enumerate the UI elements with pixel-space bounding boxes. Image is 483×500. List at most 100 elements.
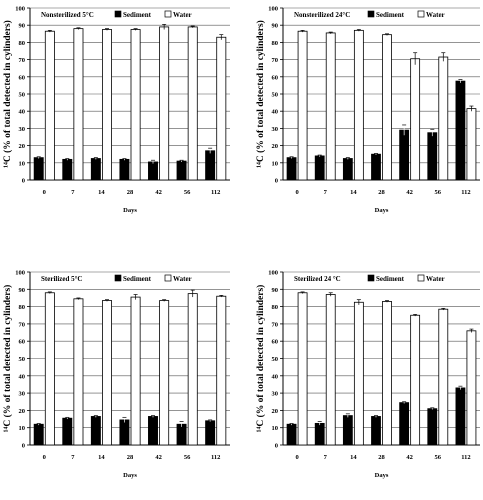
bar-water — [130, 296, 141, 446]
y-tick-label: 80 — [272, 40, 279, 47]
y-tick-label: 20 — [19, 408, 26, 415]
y-tick-label: 80 — [272, 304, 279, 311]
bar-water — [187, 293, 198, 446]
bar-sediment — [286, 423, 297, 446]
y-tick-label: 60 — [272, 74, 279, 81]
y-tick-label: 40 — [272, 373, 279, 380]
x-tick-label: 7 — [71, 454, 75, 461]
x-tick-label: 112 — [211, 454, 220, 461]
x-tick-label: 0 — [43, 454, 46, 461]
y-tick-label: 50 — [19, 356, 26, 363]
y-tick-label: 30 — [272, 126, 279, 133]
bar-water — [130, 29, 141, 181]
x-tick-label: 56 — [435, 189, 442, 196]
y-tick-label: 30 — [272, 391, 279, 398]
x-tick-label: 56 — [184, 454, 191, 461]
bar-sediment — [427, 132, 438, 181]
bar-water — [297, 292, 308, 446]
bar-water — [187, 26, 198, 181]
x-tick-label: 28 — [378, 454, 385, 461]
bar-water — [44, 30, 55, 181]
y-tick-label: 10 — [19, 425, 26, 432]
bar-sediment — [90, 158, 101, 181]
x-axis-title: Days — [123, 207, 137, 214]
y-axis-title: ¹⁴C (% of total detected in cylinders) — [2, 285, 13, 433]
bar-sediment — [119, 158, 130, 181]
panel-title: Sterilized 24 °C — [294, 275, 341, 283]
y-tick-label: 30 — [19, 391, 26, 398]
bar-water — [216, 36, 227, 181]
bar-water — [102, 29, 112, 181]
y-tick-label: 90 — [272, 287, 279, 294]
bar-water — [159, 300, 170, 446]
y-axis-title: ¹⁴C (% of total detected in cylinders) — [2, 20, 13, 168]
x-tick-label: 0 — [43, 189, 46, 196]
y-tick-label: 100 — [268, 6, 278, 13]
x-tick-label: 0 — [295, 454, 298, 461]
y-tick-label: 60 — [272, 339, 279, 346]
y-tick-label: 50 — [272, 92, 279, 99]
x-tick-label: 112 — [461, 189, 470, 196]
legend-label-sediment: Sediment — [123, 11, 152, 19]
y-tick-label: 40 — [19, 373, 26, 380]
legend-label-sediment: Sediment — [376, 275, 405, 283]
x-tick-label: 56 — [435, 454, 442, 461]
x-tick-label: 112 — [211, 189, 220, 196]
legend-swatch-sediment — [114, 10, 122, 18]
legend-swatch-sediment — [367, 274, 375, 282]
y-tick-label: 90 — [272, 23, 279, 30]
bar-water — [159, 26, 170, 181]
bar-water — [325, 294, 336, 446]
bar-sediment — [62, 158, 73, 181]
x-tick-label: 7 — [324, 454, 328, 461]
y-tick-label: 20 — [272, 408, 279, 415]
x-axis-title: Days — [375, 207, 389, 214]
x-tick-label: 42 — [406, 454, 413, 461]
legend-label-sediment: Sediment — [123, 275, 152, 283]
y-tick-label: 10 — [272, 160, 279, 167]
legend-label-sediment: Sediment — [376, 11, 405, 19]
legend-swatch-water — [164, 10, 172, 18]
bar-sediment — [205, 420, 216, 446]
y-tick-label: 0 — [22, 178, 25, 185]
x-tick-label: 14 — [98, 189, 105, 196]
x-tick-label: 28 — [127, 454, 134, 461]
y-tick-label: 0 — [275, 443, 278, 450]
x-tick-label: 14 — [350, 189, 357, 196]
bar-sediment — [342, 415, 353, 446]
x-tick-label: 42 — [406, 189, 413, 196]
x-tick-label: 28 — [127, 189, 134, 196]
y-tick-label: 10 — [19, 160, 26, 167]
bar-sediment — [176, 423, 187, 446]
bar-water — [410, 314, 421, 446]
y-tick-label: 70 — [19, 321, 26, 328]
bar-sediment — [148, 416, 158, 446]
bar-sediment — [176, 160, 187, 181]
bar-sediment — [314, 422, 325, 446]
bar-water — [73, 28, 84, 181]
chart-panel-4: 0 10 20 30 40 50 60 70 80 90 100 0 7 14 28 42 56 112 Days ¹… — [255, 270, 480, 479]
x-tick-label: 7 — [71, 189, 75, 196]
y-tick-label: 60 — [19, 339, 26, 346]
legend-swatch-sediment — [367, 10, 375, 18]
x-tick-label: 56 — [184, 189, 191, 196]
y-tick-label: 10 — [272, 425, 279, 432]
y-tick-label: 100 — [15, 270, 25, 277]
legend-swatch-water — [417, 10, 425, 18]
bar-sediment — [286, 157, 297, 181]
bar-water — [353, 29, 364, 181]
bar-sediment — [399, 129, 410, 181]
bar-sediment — [90, 416, 101, 446]
x-tick-label: 14 — [98, 454, 105, 461]
x-tick-label: 42 — [155, 454, 162, 461]
bar-sediment — [33, 423, 44, 446]
y-tick-label: 20 — [272, 143, 279, 150]
y-axis-title: ¹⁴C (% of total detected in cylinders) — [255, 285, 266, 433]
panel-title: Nonsterilized 5°C — [41, 11, 94, 19]
y-tick-label: 50 — [272, 356, 279, 363]
bar-sediment — [33, 157, 44, 181]
y-tick-label: 50 — [19, 92, 26, 99]
x-axis-title: Days — [123, 472, 137, 479]
x-tick-label: 7 — [324, 189, 328, 196]
bar-water — [102, 300, 112, 446]
